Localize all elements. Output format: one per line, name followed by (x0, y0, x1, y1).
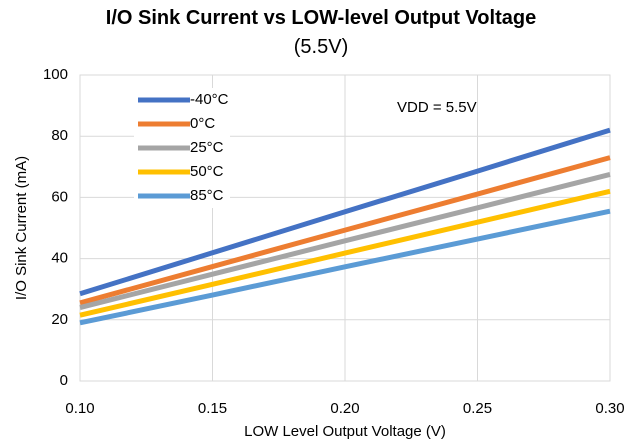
series-line (79, 155, 611, 306)
x-tick-label: 0.10 (65, 400, 94, 417)
y-axis-label: I/O Sink Current (mA) (13, 156, 30, 300)
annotation: VDD = 5.5V (397, 99, 477, 116)
legend-label: 0°C (190, 115, 215, 132)
y-tick-label: 20 (51, 311, 68, 328)
chart-title: I/O Sink Current vs LOW-level Output Vol… (105, 7, 537, 29)
legend-label: -40°C (190, 91, 229, 108)
title-block: I/O Sink Current vs LOW-level Output Vol… (100, 4, 542, 62)
y-tick-label: 40 (51, 250, 68, 267)
x-tick-label: 0.15 (198, 400, 227, 417)
series-line (79, 188, 611, 318)
series-line (79, 208, 611, 326)
x-tick-label: 0.20 (330, 400, 359, 417)
legend-label: 25°C (190, 139, 224, 156)
series-line (79, 172, 611, 310)
series-line (79, 127, 611, 297)
x-tick-label: 0.25 (463, 400, 492, 417)
plot-border (79, 74, 611, 382)
chart-subtitle: (5.5V) (293, 36, 349, 58)
y-tick-label: 100 (43, 66, 68, 83)
x-tick-label: 0.30 (595, 400, 624, 417)
y-tick-label: 80 (51, 127, 68, 144)
y-tick-label: 0 (60, 372, 68, 389)
legend-label: 85°C (190, 187, 224, 204)
y-tick-label: 60 (51, 188, 68, 205)
legend-label: 50°C (190, 163, 224, 180)
x-axis-label: LOW Level Output Voltage (V) (244, 423, 446, 440)
